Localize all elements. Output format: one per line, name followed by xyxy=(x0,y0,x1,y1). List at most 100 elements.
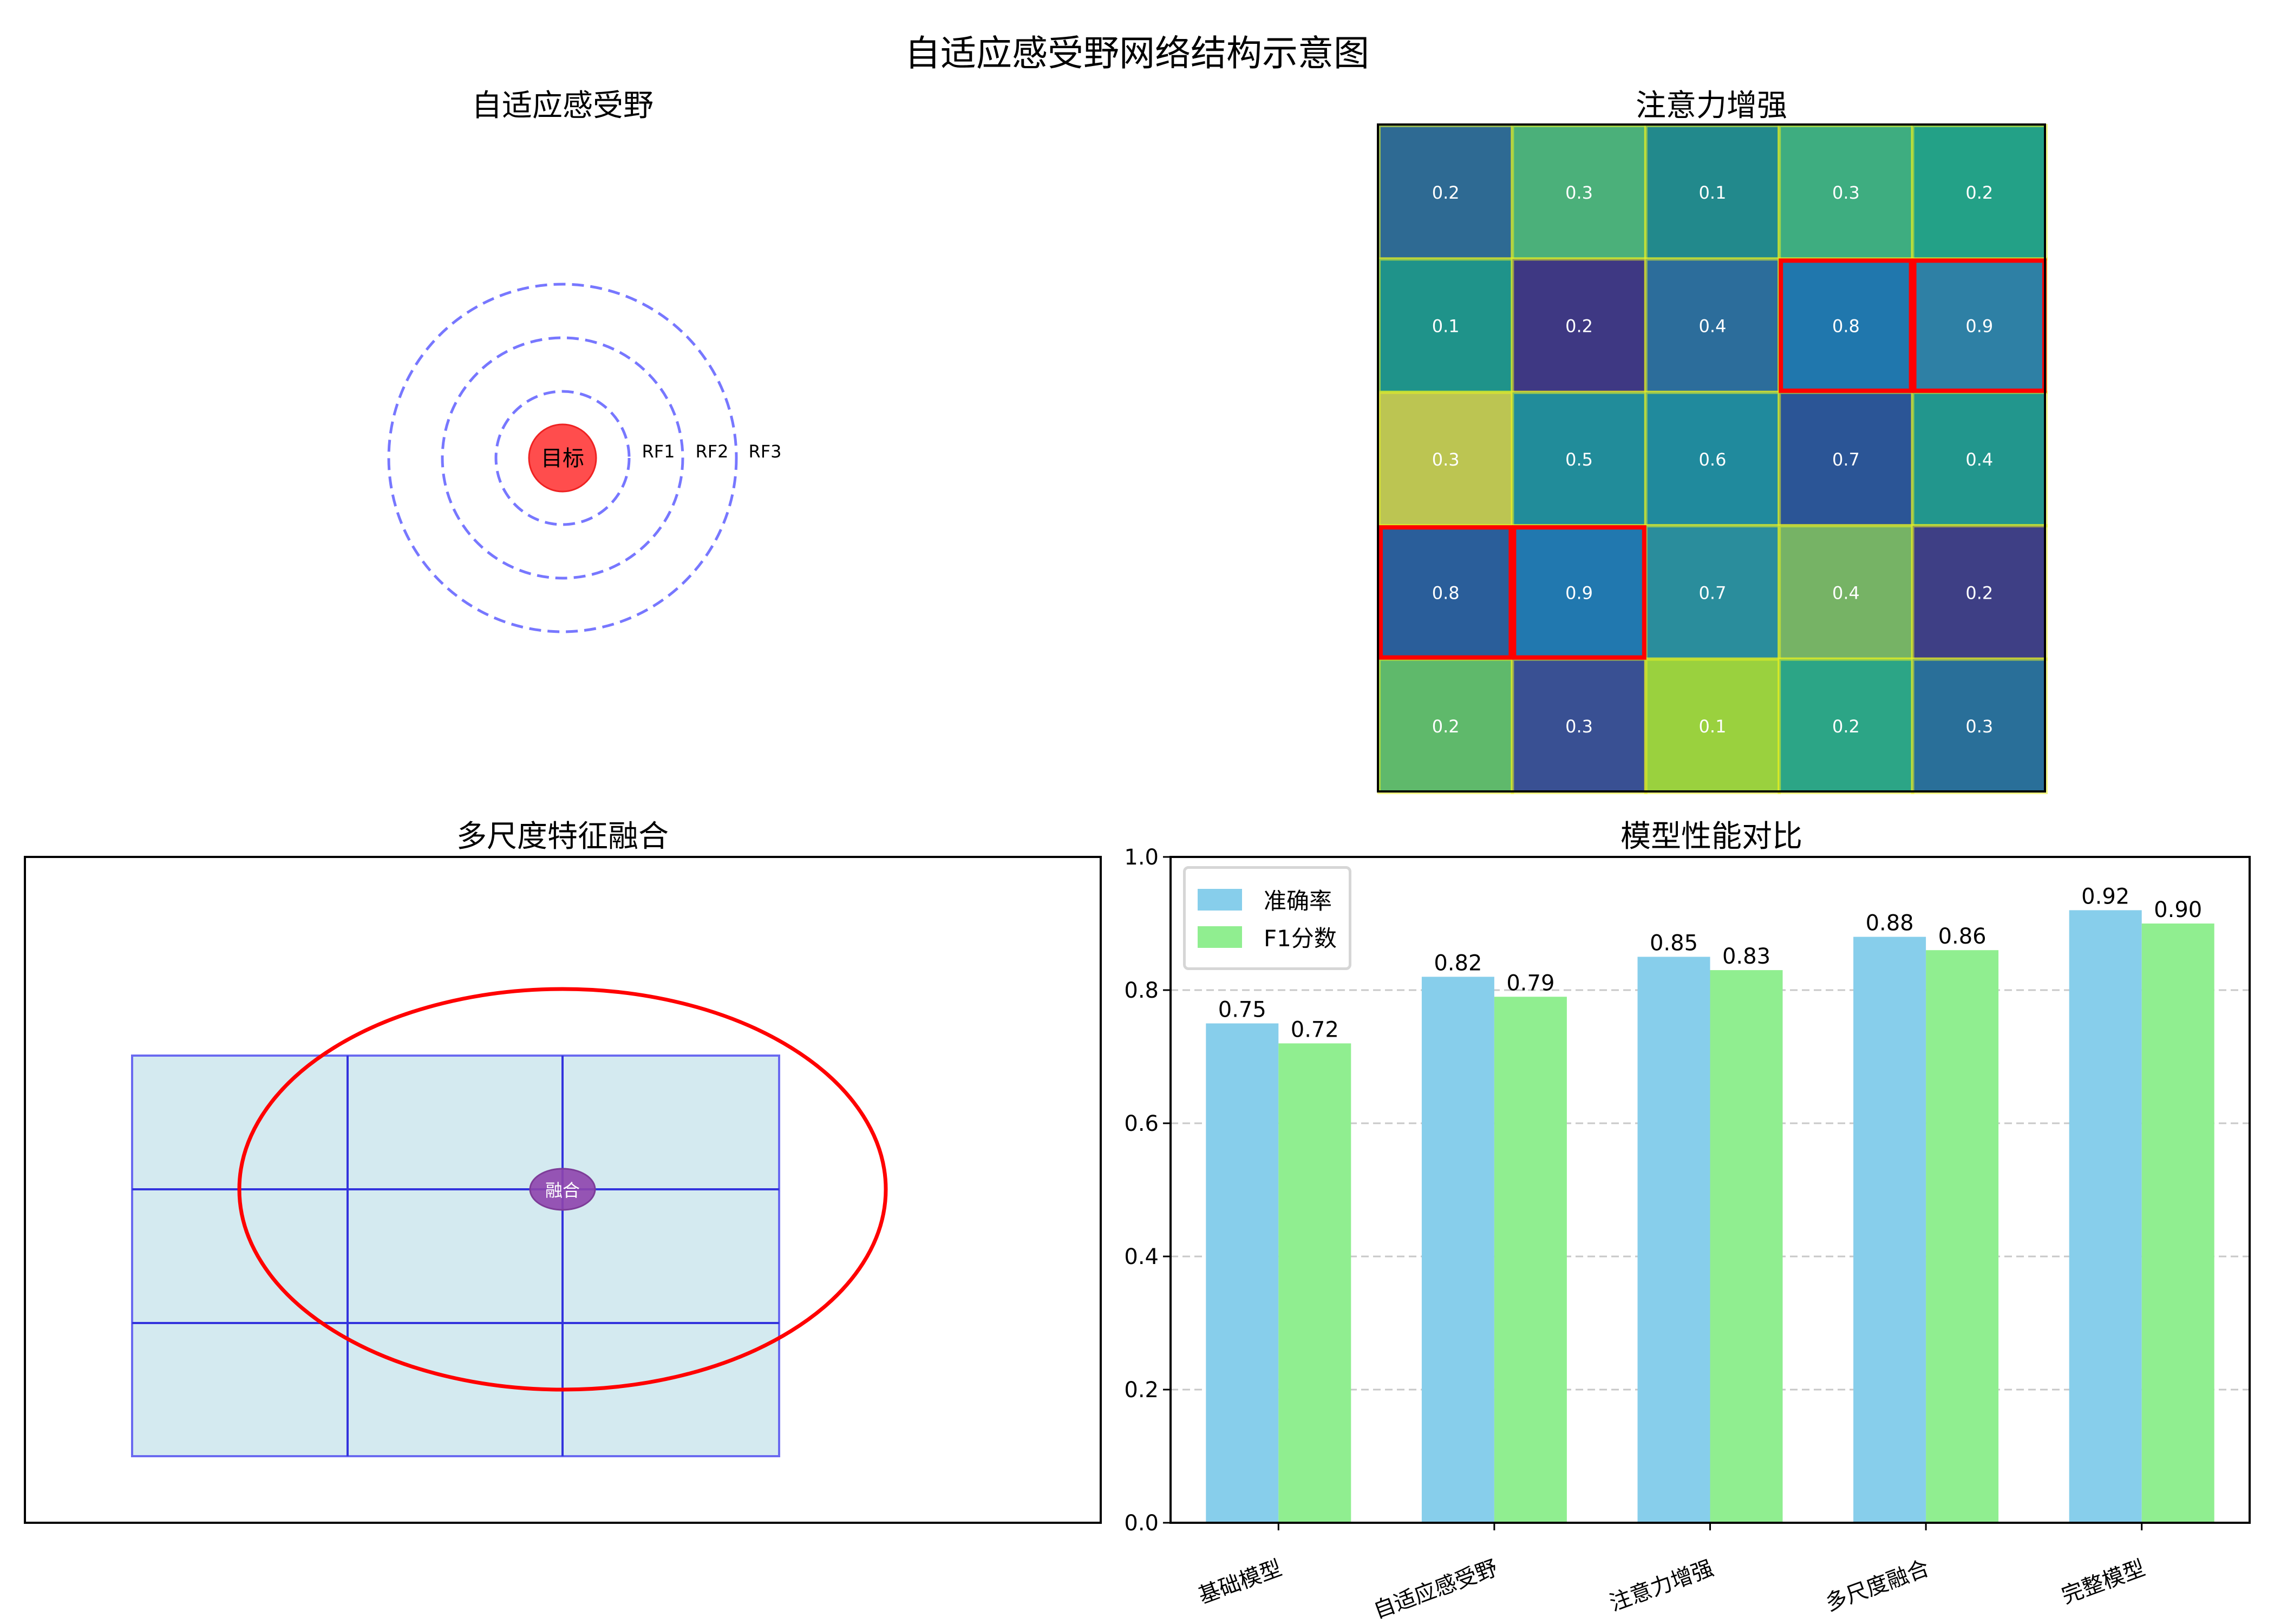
y-tick-label: 1.0 xyxy=(1124,845,1159,870)
heatmap-cell-value: 0.4 xyxy=(1832,582,1860,603)
bar-value-label: 0.75 xyxy=(1218,998,1266,1023)
rf3-ring xyxy=(387,283,738,633)
bar-value-label: 0.82 xyxy=(1434,951,1482,975)
heatmap-cell xyxy=(1911,390,2048,528)
heatmap-cell-value: 0.1 xyxy=(1432,316,1460,337)
heatmap-cell-value: 0.2 xyxy=(1965,582,1993,603)
fusion-center-label: 融合 xyxy=(545,1180,580,1201)
heatmap-cell-value: 0.6 xyxy=(1699,449,1727,470)
heatmap-cell xyxy=(1377,390,1514,528)
bar-value-label: 0.72 xyxy=(1291,1017,1339,1042)
bar-value-label: 0.85 xyxy=(1650,931,1698,956)
y-tick-label: 0.4 xyxy=(1124,1245,1159,1269)
bar-value-label: 0.86 xyxy=(1938,924,1987,949)
bar xyxy=(1278,1043,1351,1523)
rf1-ring xyxy=(494,390,631,526)
x-tick-label: 自适应感受野 xyxy=(1370,1556,1501,1623)
heatmap-highlight xyxy=(1779,258,1913,393)
y-tick-label: 0.2 xyxy=(1124,1378,1159,1403)
x-tick-label: 多尺度融合 xyxy=(1822,1556,1933,1616)
heatmap-cell-value: 0.3 xyxy=(1832,182,1860,203)
y-tick-label: 0.0 xyxy=(1124,1511,1159,1536)
bar xyxy=(1421,977,1494,1523)
heatmap-cell xyxy=(1511,390,1648,528)
heatmap-cell xyxy=(1778,390,1914,528)
heatmap-cell xyxy=(1644,657,1781,794)
heatmap-cell xyxy=(1377,657,1514,794)
heatmap-cell xyxy=(1644,390,1781,528)
legend-label-accuracy: 准确率 xyxy=(1264,888,1332,914)
heatmap-cell-value: 0.4 xyxy=(1699,316,1727,337)
performance-title: 模型性能对比 xyxy=(1620,819,1802,854)
heatmap-cell-value: 0.3 xyxy=(1565,182,1593,203)
attention-title: 注意力增强 xyxy=(1636,88,1787,123)
fusion-center-node xyxy=(529,1168,596,1211)
heatmap-cell-value: 0.3 xyxy=(1432,449,1460,470)
bar-value-label: 0.83 xyxy=(1722,944,1770,969)
heatmap-highlight xyxy=(1512,525,1646,660)
heatmap-highlight xyxy=(1378,525,1513,660)
heatmap-cell xyxy=(1911,657,2048,794)
heatmap-cell xyxy=(1644,257,1781,394)
bar xyxy=(2141,924,2214,1523)
target-label: 目标 xyxy=(541,446,584,471)
receptive-field-diagram: 目标 RF1 RF2 RF3 xyxy=(387,283,782,633)
x-tick-label: 完整模型 xyxy=(2059,1556,2148,1609)
bar xyxy=(1494,997,1567,1523)
fusion-title: 多尺度特征融合 xyxy=(456,819,669,854)
heatmap-cell-value: 0.7 xyxy=(1832,449,1860,470)
bar xyxy=(1637,957,1710,1523)
y-tick-label: 0.8 xyxy=(1124,978,1159,1003)
heatmap-cell xyxy=(1511,524,1648,661)
heatmap-cell-value: 0.1 xyxy=(1699,182,1727,203)
bar-value-label: 0.90 xyxy=(2154,898,2202,922)
x-tick-label: 基础模型 xyxy=(1195,1556,1285,1609)
bar-axes-frame xyxy=(1169,856,2251,1524)
heatmap-cell-value: 0.7 xyxy=(1699,582,1727,603)
legend-label-f1: F1分数 xyxy=(1264,925,1337,952)
fusion-diagram: 融合 xyxy=(24,856,1102,1524)
heatmap-cell-value: 0.5 xyxy=(1565,449,1593,470)
bar-value-label: 0.92 xyxy=(2081,884,2129,909)
heatmap-cell xyxy=(1911,524,2048,661)
heatmap-cell-value: 0.9 xyxy=(1965,316,1993,337)
heatmap-cell xyxy=(1511,657,1648,794)
heatmap-cell-value: 0.2 xyxy=(1832,716,1860,737)
heatmap-cell-value: 0.8 xyxy=(1832,316,1860,337)
heatmap-cell-value: 0.4 xyxy=(1965,449,1993,470)
y-tick-label: 0.6 xyxy=(1124,1111,1159,1136)
bar xyxy=(1853,937,1926,1523)
heatmap-cell-value: 0.8 xyxy=(1432,582,1460,603)
rf2-ring xyxy=(441,336,684,580)
heatmap-cell-value: 0.2 xyxy=(1965,182,1993,203)
heatmap-cell-value: 0.2 xyxy=(1565,316,1593,337)
heatmap-cell-value: 0.1 xyxy=(1699,716,1727,737)
heatmap-cell-value: 0.3 xyxy=(1565,716,1593,737)
heatmap-cell xyxy=(1377,257,1514,394)
receptive-field-title: 自适应感受野 xyxy=(472,88,654,123)
bar-value-label: 0.88 xyxy=(1866,911,1914,936)
chart-legend: 准确率 F1分数 xyxy=(1183,866,1351,970)
bar-value-label: 0.79 xyxy=(1506,971,1554,996)
heatmap-cell xyxy=(1778,657,1914,794)
figure-title: 自适应感受野网络结构示意图 xyxy=(905,32,1369,74)
x-tick-label: 注意力增强 xyxy=(1606,1556,1717,1616)
heatmap-cell-value: 0.2 xyxy=(1432,716,1460,737)
legend-item-f1: F1分数 xyxy=(1198,920,1337,953)
legend-swatch-f1 xyxy=(1198,926,1242,948)
fusion-ellipse xyxy=(237,987,888,1392)
legend-swatch-accuracy xyxy=(1198,888,1242,911)
heatmap-cell-value: 0.2 xyxy=(1432,182,1460,203)
bar xyxy=(1206,1023,1279,1523)
attention-heatmap: 0.2 0.3 0.1 0.3 0.2 0.1 0.2 0.4 0.8 0.9 0.3 0.5 0.6 0… xyxy=(1377,123,2048,794)
feature-grid xyxy=(131,1055,780,1457)
bar xyxy=(1926,950,1999,1523)
heatmap-cell-value: 0.9 xyxy=(1565,582,1593,603)
heatmap-frame xyxy=(1377,123,2046,793)
heatmap-cell xyxy=(1778,124,1914,261)
target-circle xyxy=(528,423,597,493)
bar xyxy=(1710,970,1783,1523)
rf1-label: RF1 xyxy=(642,441,675,462)
legend-item-accuracy: 准确率 xyxy=(1198,883,1337,916)
